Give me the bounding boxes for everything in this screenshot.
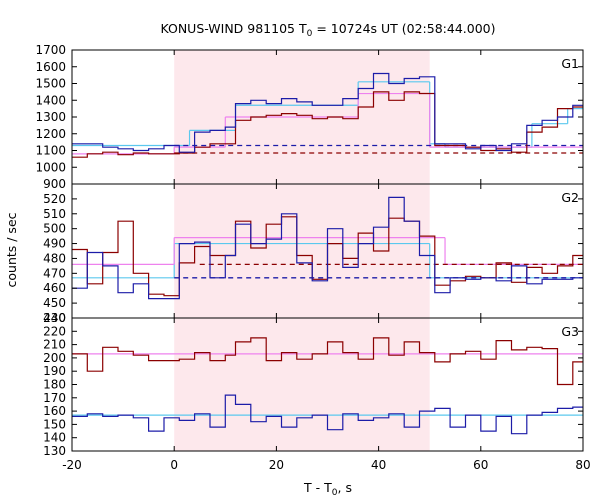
y-tick-label: 1600: [35, 60, 66, 74]
y-axis-label: counts / sec: [4, 212, 19, 287]
y-tick-label: 500: [43, 222, 66, 236]
x-tick-label: 60: [473, 458, 488, 472]
y-tick-label: 150: [43, 417, 66, 431]
y-tick-label: 1700: [35, 43, 66, 57]
y-tick-label: 190: [43, 364, 66, 378]
plot-area: 90010001100120013001400150016001700G1440…: [35, 43, 590, 472]
y-tick-label: 510: [43, 207, 66, 221]
chart-title: KONUS-WIND 981105 T0 = 10724s UT (02:58:…: [160, 21, 495, 39]
y-tick-label: 230: [43, 311, 66, 325]
y-tick-label: 170: [43, 391, 66, 405]
panel-label: G3: [561, 324, 579, 339]
y-tick-label: 470: [43, 266, 66, 280]
y-tick-label: 200: [43, 351, 66, 365]
y-tick-label: 1000: [35, 160, 66, 174]
panel-g1: 900 1000 1100 1200 1300 1400 1500 1600 1700 G1: [35, 43, 584, 191]
x-tick-label: 0: [170, 458, 178, 472]
y-tick-label: 210: [43, 338, 66, 352]
y-tick-label: 520: [43, 192, 66, 206]
burst-interval-shade: [174, 50, 430, 451]
data-series-data_b: [72, 196, 583, 300]
y-tick-label: 450: [43, 296, 66, 310]
y-tick-label: 1500: [35, 77, 66, 91]
x-tick-label: -20: [62, 458, 82, 472]
x-tick-label: 40: [371, 458, 386, 472]
data-series-data_a: [72, 91, 583, 158]
data-series-data_b: [72, 394, 583, 435]
y-tick-label: 130: [43, 444, 66, 458]
data-series-data_b: [72, 72, 583, 153]
y-tick-label: 460: [43, 281, 66, 295]
data-series-data_a: [72, 337, 583, 386]
y-tick-label: 440: [43, 311, 66, 325]
y-tick-label: 220: [43, 324, 66, 338]
panel-label: G1: [561, 56, 579, 71]
y-tick-label: 1100: [35, 144, 66, 158]
panel-plot-g3: [72, 337, 583, 435]
y-tick-label: 1200: [35, 127, 66, 141]
panel-plot-g1: [72, 72, 583, 158]
panel-label: G2: [561, 190, 579, 205]
x-axis-label: T - T0, s: [303, 480, 352, 498]
y-tick-label: 480: [43, 251, 66, 265]
x-tick-label: 80: [575, 458, 590, 472]
y-tick-label: 490: [43, 237, 66, 251]
y-tick-label: 900: [43, 177, 66, 191]
y-tick-label: 180: [43, 378, 66, 392]
y-tick-label: 140: [43, 431, 66, 445]
panel-plot-g2: [72, 196, 583, 300]
x-tick-label: 20: [269, 458, 284, 472]
y-tick-label: 1400: [35, 93, 66, 107]
y-tick-label: 1300: [35, 110, 66, 124]
y-tick-label: 160: [43, 404, 66, 418]
